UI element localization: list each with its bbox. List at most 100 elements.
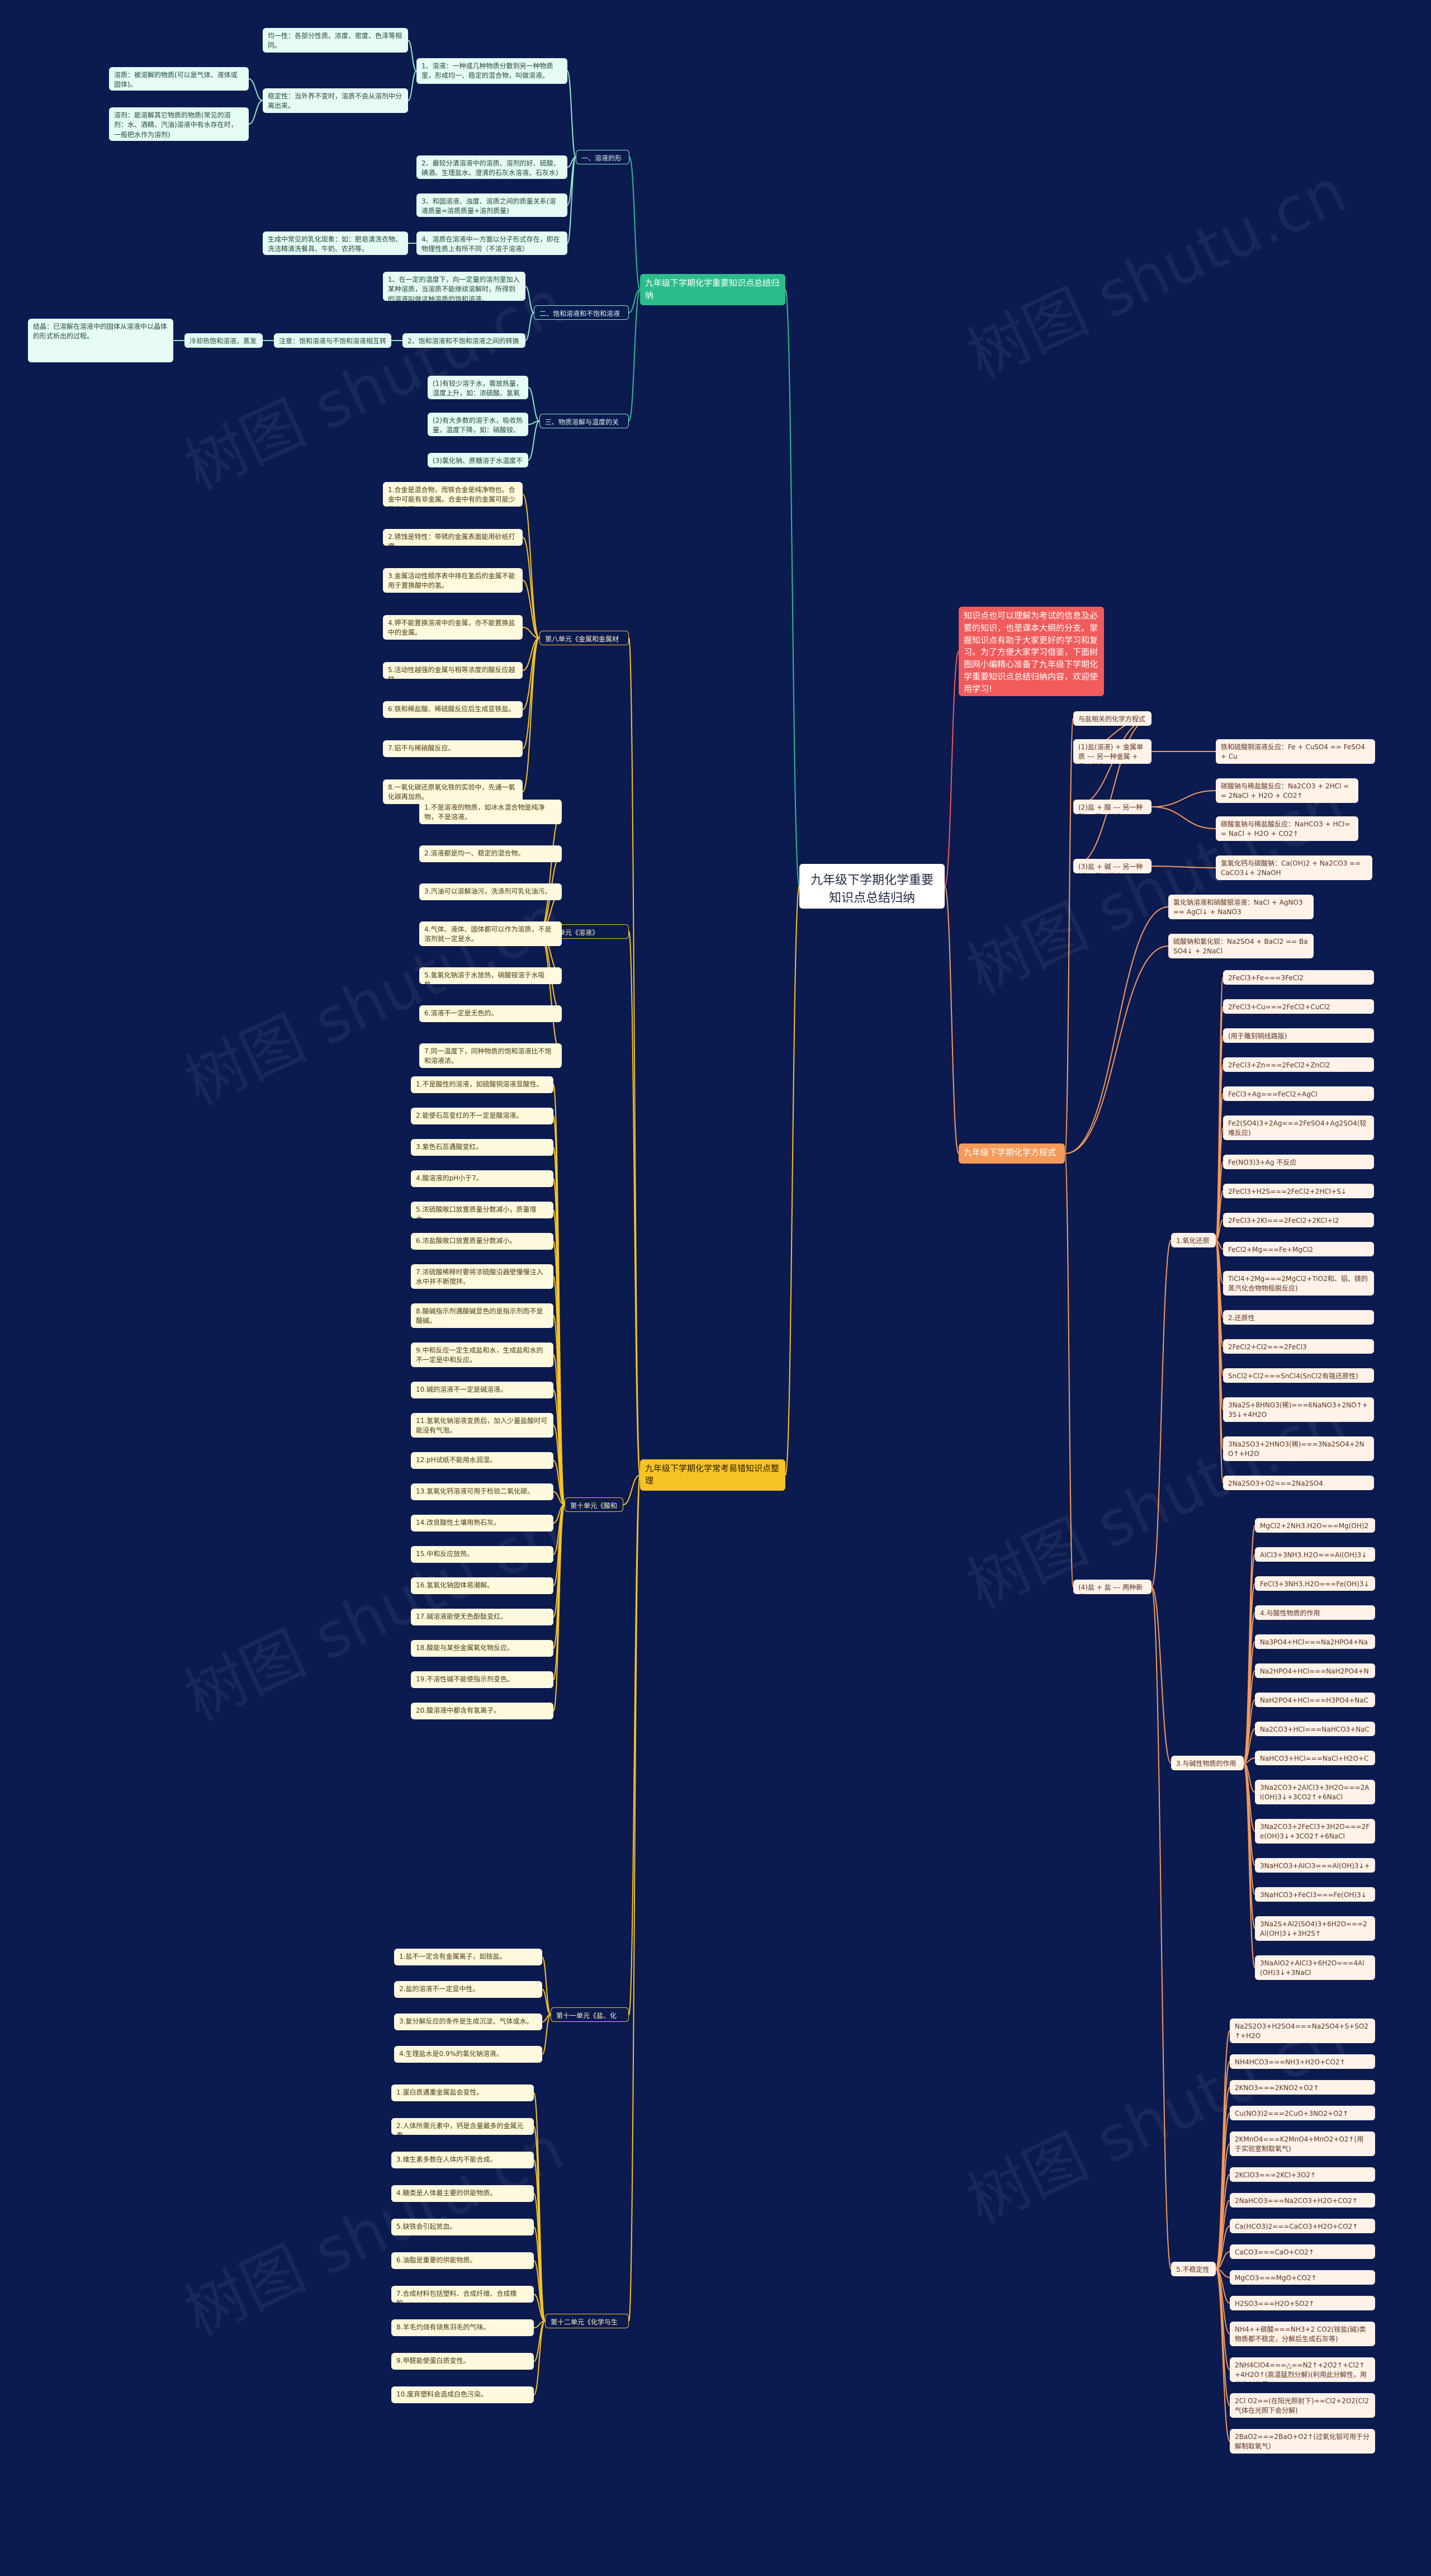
mistake-item[interactable]: 16.氢氧化钠固体易潮解。	[411, 1577, 553, 1594]
mistake-item[interactable]: 2.能使石蕊变红的不一定是酸溶液。	[411, 1108, 553, 1124]
equation-r2b[interactable]: 碳酸氢钠与稀盐酸反应：NaHCO3 + HCl== NaCl + H2O + C…	[1216, 816, 1358, 841]
mistake-item[interactable]: 1.蛋白质遇重金属盐会变性。	[391, 2085, 534, 2101]
leaf-emulsion-example[interactable]: 生成中常见的乳化现象：如：肥皂清洗衣物、洗洁精清洗餐具、牛奶、农药等。	[263, 231, 408, 255]
category-u8[interactable]: 第八单元《金属和金属材料》	[539, 631, 629, 645]
mistake-item[interactable]: 15.中和反应放热。	[411, 1546, 553, 1563]
category-u10[interactable]: 第十单元《酸和碱》	[565, 1497, 623, 1512]
equation-item[interactable]: 3Na2CO3+2AlCl3+3H2O===2Al(OH)3↓+3CO2↑+6N…	[1255, 1780, 1375, 1804]
mistake-item[interactable]: 4.生理盐水是0.9%的氯化钠溶液。	[394, 2046, 542, 2063]
mistake-item[interactable]: 3.维生素多数在人体内不能合成。	[391, 2152, 534, 2168]
category-solution-formation[interactable]: 一、溶液的形成	[576, 150, 629, 164]
equation-item[interactable]: 2FeCl3+Zn===2FeCl2+ZnCl2	[1223, 1057, 1374, 1072]
mistake-item[interactable]: 7.浓硫酸稀释时要将浓硫酸沿器壁慢慢注入水中并不断搅拌。	[411, 1264, 553, 1289]
equation-item[interactable]: TiCl4+2Mg===2MgCl2+TiO2和、铝、镁的蒸汽化合物物极脱反应)	[1223, 1271, 1374, 1296]
equation-item[interactable]: 2KMnO4===K2MnO4+MnO2+O2↑(用于实验室制取氧气)	[1230, 2131, 1375, 2156]
category-alkaline[interactable]: 3.与碱性物质的作用	[1171, 1756, 1244, 1770]
mistake-item[interactable]: 9.甲醛能使蛋白质变性。	[391, 2353, 534, 2370]
equation-item[interactable]: 3Na2S+Al2(SO4)3+6H2O===2Al(OH)3↓+3H2S↑	[1255, 1916, 1375, 1941]
mistake-item[interactable]: 5.浓硫酸敞口放置质量分数减小，质量增大。	[411, 1202, 553, 1218]
mistake-item[interactable]: 6.浓盐酸敞口放置质量分数减小。	[411, 1233, 553, 1250]
leaf-solute-solvent[interactable]: 2、最较分清溶液中的溶质、溶剂的好、硫酸、碘酒、生理盐水、澄清的石灰水溶液、石灰…	[416, 155, 567, 179]
rule-r4[interactable]: (4)盐 + 盐 --- 两种新盐	[1073, 1580, 1152, 1594]
equation-item[interactable]: Na2HPO4+HCl===NaH2PO4+NaCl	[1255, 1663, 1375, 1678]
mistake-item[interactable]: 1.合金是混合物，而铁合金是纯净物也。合金中可能有非金属。合金中有的金属可能少量…	[383, 482, 523, 507]
equation-item[interactable]: 4.与酸性物质的作用	[1255, 1605, 1375, 1620]
category-u12[interactable]: 第十二单元《化学与生活》	[545, 2314, 629, 2328]
category-u11[interactable]: 第十一单元《盐、化肥》	[551, 2007, 629, 2022]
mistake-item[interactable]: 8.羊毛灼烧有烧焦羽毛的气味。	[391, 2319, 534, 2336]
mistake-item[interactable]: 12.pH试纸不能用水润湿。	[411, 1452, 553, 1469]
mistake-item[interactable]: 7.同一温度下，同种物质的饱和溶液比不饱和溶液浓。	[419, 1043, 562, 1068]
equation-item[interactable]: 2FeCl3+2KI===2FeCl2+2KCl+I2	[1223, 1213, 1374, 1227]
equation-item[interactable]: 2FeCl3+Cu===2FeCl2+CuCl2	[1223, 999, 1374, 1014]
mistake-item[interactable]: 5.氢氧化钠溶于水放热，硝酸铵溶于水吸热。	[419, 967, 562, 984]
equation-item[interactable]: FeCl2+Mg===Fe+MgCl2	[1223, 1242, 1374, 1256]
equation-item[interactable]: Ca(HCO3)2===CaCO3+H2O+CO2↑	[1230, 2219, 1375, 2233]
mistake-item[interactable]: 1.盐不一定含有金属离子，如铵盐。	[394, 1949, 542, 1965]
mistake-item[interactable]: 7.铝不与稀硝酸反应。	[383, 740, 523, 757]
category-saturated-solution[interactable]: 二、饱和溶液和不饱和溶液	[534, 305, 629, 320]
equation-item[interactable]: CaCO3===CaO+CO2↑	[1230, 2244, 1375, 2259]
equation-item[interactable]: 2NH4ClO4===△==N2↑+2O2↑+Cl2↑+4H2O↑(高温猛烈分解…	[1230, 2357, 1375, 2382]
rule-r1[interactable]: (1)盐(溶液) + 金属单质 --- 另一种金属 + 另一种盐	[1073, 739, 1152, 764]
equation-item[interactable]: 2KClO3===2KCl+3O2↑	[1230, 2167, 1375, 2182]
equation-item[interactable]: 2FeCl3+H2S===2FeCl2+2HCl+S↓	[1223, 1184, 1374, 1198]
mistake-item[interactable]: 3.金属活动性顺序表中排在氢后的金属不能用于置换酸中的氢。	[383, 568, 523, 593]
leaf-crystallization-methods[interactable]: 冷却热饱和溶液、蒸发溶剂	[184, 333, 263, 348]
branch-equations-node[interactable]: 九年级下学期化学方程式	[959, 1143, 1065, 1164]
equation-item[interactable]: 2.还原性	[1223, 1310, 1374, 1325]
equation-item[interactable]: FeCl3+3NH3.H2O===Fe(OH)3↓+3NH4Cl	[1255, 1576, 1375, 1591]
equation-item[interactable]: Na2S2O3+H2SO4===Na2SO4+S+SO2↑+H2O	[1230, 2019, 1375, 2043]
mistake-item[interactable]: 4.酸溶液的pH小于7。	[411, 1170, 553, 1187]
equation-item[interactable]: 2BaO2===2BaO+O2↑(过氧化钡可用于分解制取氧气)	[1230, 2429, 1375, 2454]
equation-item[interactable]: (用于雕刻铜线路版)	[1223, 1028, 1374, 1043]
mistake-item[interactable]: 10.碱的溶液不一定是碱溶液。	[411, 1382, 553, 1398]
equation-item[interactable]: MgCl2+2NH3.H2O===Mg(OH)2↓+NH4Cl	[1255, 1518, 1375, 1533]
mistake-item[interactable]: 2.溶液都是均一、稳定的混合物。	[419, 845, 562, 862]
equation-item[interactable]: NaHCO3+HCl===NaCl+H2O+CO2↑	[1255, 1751, 1375, 1765]
leaf-exothermic[interactable]: (1)有较少溶于水，需放热量，温度上升，如：浓硫酸、氢氧化钠等。	[428, 376, 528, 399]
mistake-item[interactable]: 9.中和反应一定生成盐和水，生成盐和水的不一定是中和反应。	[411, 1343, 553, 1367]
mistake-item[interactable]: 7.合成材料包括塑料、合成纤维、合成橡胶。	[391, 2286, 534, 2303]
leaf-saturated-definition[interactable]: 1、在一定的温度下，向一定量的溶剂里加入某种溶质，当溶质不能继续溶解时，所得到的…	[383, 272, 525, 301]
equation-item[interactable]: 2NaHCO3===Na2CO3+H2O+CO2↑	[1230, 2193, 1375, 2208]
category-instability[interactable]: 5.不稳定性	[1171, 2262, 1216, 2276]
mistake-item[interactable]: 2.人体所需元素中，钙是含量最多的金属元素。	[391, 2118, 534, 2135]
equation-item[interactable]: 3Na2CO3+2FeCl3+3H2O===2Fe(OH)3↓+3CO2↑+6N…	[1255, 1819, 1375, 1844]
equation-item[interactable]: 3Na2S+8HNO3(稀)===6NaNO3+2NO↑+3S↓+4H2O	[1223, 1397, 1374, 1422]
mistake-item[interactable]: 6.油脂是重要的供能物质。	[391, 2252, 534, 2269]
equation-r3a[interactable]: 氢氧化钙与碳酸钠：Ca(OH)2 + Na2CO3 == CaCO3↓+ 2Na…	[1216, 855, 1372, 880]
equation-item[interactable]: FeCl3+Ag===FeCl2+AgCl	[1223, 1086, 1374, 1101]
mistake-item[interactable]: 6.溶液不一定是无色的。	[419, 1005, 562, 1022]
mistake-item[interactable]: 4.气体、液体、固体都可以作为溶质，不是溶剂就一定是水。	[419, 921, 562, 946]
mistake-item[interactable]: 8.酸碱指示剂遇酸碱显色的是指示剂而不是酸碱。	[411, 1303, 553, 1328]
mistake-item[interactable]: 3.紫色石蕊遇酸变红。	[411, 1139, 553, 1156]
mistake-item[interactable]: 5.活动性越强的金属与相等浓度的酸反应越快。	[383, 662, 523, 679]
equation-item[interactable]: 3NaAlO2+AlCl3+6H2O===4Al(OH)3↓+3NaCl	[1255, 1955, 1375, 1980]
mistake-item[interactable]: 11.氢氧化钠溶液变质后，加入少量盐酸时可能没有气泡。	[411, 1413, 553, 1438]
equation-item[interactable]: Fe2(SO4)3+2Ag===2FeSO4+Ag2SO4(较难反应)	[1223, 1116, 1374, 1140]
mistake-item[interactable]: 18.酸能与某些金属氧化物反应。	[411, 1640, 553, 1657]
equation-item[interactable]: Fe(NO3)3+Ag 不反应	[1223, 1155, 1374, 1169]
mistake-item[interactable]: 4.糖类是人体最主要的供能物质。	[391, 2185, 534, 2202]
branch-mistakes-node[interactable]: 九年级下学期化学常考易错知识点整理	[640, 1459, 785, 1491]
category-temperature[interactable]: 三、物质溶解与温度的关系	[539, 414, 629, 428]
equation-r2a[interactable]: 碳酸钠与稀盐酸反应：Na2CO3 + 2HCl == 2NaCl + H2O +…	[1216, 778, 1358, 803]
equation-item[interactable]: H2SO3===H2O+SO2↑	[1230, 2296, 1375, 2310]
equation-r4b[interactable]: 硫酸钠和氯化钡：Na2SO4 + BaCl2 == BaSO4↓ + 2NaCl	[1168, 934, 1314, 958]
mistake-item[interactable]: 3.复分解反应的条件是生成沉淀、气体或水。	[394, 2013, 542, 2030]
equation-item[interactable]: 3Na2SO3+2HNO3(稀)===3Na2SO4+2NO↑+H2O	[1223, 1436, 1374, 1461]
mistake-item[interactable]: 2.盐的溶液不一定显中性。	[394, 1981, 542, 1998]
equation-item[interactable]: NH4HCO3===NH3+H2O+CO2↑	[1230, 2054, 1375, 2069]
equation-item[interactable]: Na2CO3+HCl===NaHCO3+NaCl	[1255, 1722, 1375, 1736]
leaf-crystallization[interactable]: 结晶：已溶解在溶液中的固体从溶液中以晶体的形式析出的过程。	[28, 319, 173, 362]
mistake-item[interactable]: 5.缺铁会引起贫血。	[391, 2219, 534, 2235]
mistake-item[interactable]: 13.氢氧化钙溶液可用于检验二氧化碳。	[411, 1483, 553, 1500]
category-redox[interactable]: 1.氧化还原	[1171, 1233, 1216, 1247]
mistake-item[interactable]: 1.不是酸性的溶液，如硫酸铜溶液显酸性。	[411, 1076, 553, 1093]
mistake-item[interactable]: 6.铁和稀盐酸、稀硫酸反应后生成亚铁盐。	[383, 701, 523, 718]
mistake-item[interactable]: 19.不溶性碱不能使指示剂变色。	[411, 1671, 553, 1688]
equation-item[interactable]: NH4++碳酸===NH3+2 CO2(铵盐(碱)类物质都不稳定，分解后生成石灰…	[1230, 2322, 1375, 2346]
equation-item[interactable]: 2FeCl2+Cl2===2FeCl3	[1223, 1339, 1374, 1354]
equation-item[interactable]: 2Na2SO3+O2===2Na2SO4	[1223, 1476, 1374, 1490]
